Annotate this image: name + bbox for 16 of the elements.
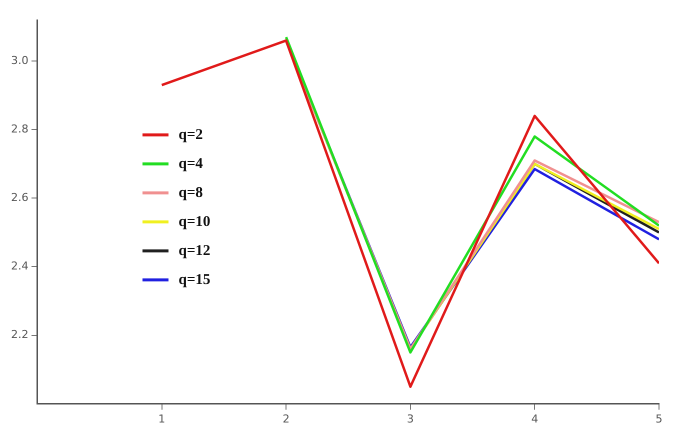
y-tick-label: 2.4	[10, 260, 28, 273]
y-tick-label: 2.8	[10, 122, 28, 136]
legend-label: q=2	[178, 126, 203, 143]
legend-label: q=15	[178, 272, 210, 288]
x-tick-label: 4	[531, 412, 538, 426]
y-tick-label: 2.2	[10, 328, 28, 342]
legend-label: q=4	[178, 156, 204, 172]
legend-label: q=8	[178, 184, 203, 201]
y-tick-label: 3.0	[10, 54, 28, 67]
x-tick-label: 3	[406, 412, 414, 426]
legend-label: q=12	[178, 242, 210, 259]
legend-label: q=10	[178, 214, 210, 230]
x-tick-label: 2	[282, 412, 290, 426]
x-tick-label: 5	[656, 412, 662, 426]
y-tick-label: 2.6	[10, 191, 28, 204]
x-tick-label: 1	[158, 412, 166, 426]
